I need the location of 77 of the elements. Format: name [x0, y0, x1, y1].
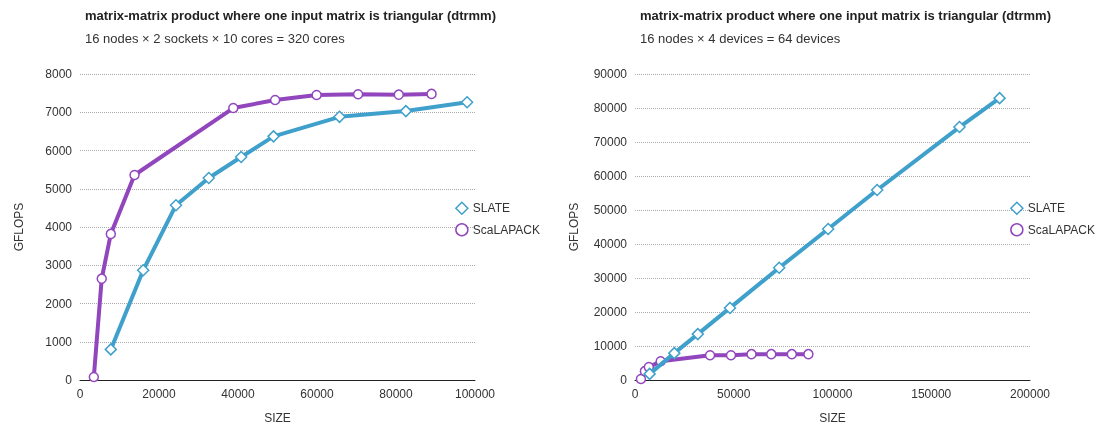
- point: [234, 150, 248, 164]
- point: [228, 102, 239, 114]
- y-tick-label: 1000: [45, 334, 73, 349]
- x-tick-label: 150000: [911, 387, 952, 401]
- y-tick-label: 6000: [45, 143, 73, 158]
- chart-title: matrix-matrix product where one input matrix is triangular (dtrmm): [85, 8, 497, 23]
- legend-label: ScaLAPACK: [1027, 222, 1096, 237]
- x-tick-label: 200000: [1009, 387, 1051, 401]
- point: [105, 228, 117, 240]
- point: [723, 301, 737, 315]
- y-tick-label: 60000: [593, 169, 628, 183]
- point: [725, 349, 737, 361]
- y-tick-label: 20000: [593, 305, 628, 319]
- point: [643, 367, 656, 381]
- y-axis-title: GFLOPS: [567, 202, 581, 252]
- point: [668, 346, 681, 360]
- y-tick-label: 10000: [593, 339, 628, 353]
- y-axis-title: GFLOPS: [12, 202, 26, 252]
- point: [746, 348, 757, 360]
- point: [311, 89, 322, 101]
- point: [88, 371, 100, 383]
- legend-label: SLATE: [1027, 201, 1065, 216]
- point: [803, 348, 814, 360]
- y-tick-label: 3000: [45, 258, 73, 273]
- point: [691, 327, 705, 341]
- y-tick-label: 7000: [45, 105, 73, 120]
- y-tick-label: 70000: [593, 135, 628, 149]
- legend-label: SLATE: [472, 201, 510, 216]
- x-tick-label: 60000: [300, 387, 335, 401]
- point: [393, 89, 405, 100]
- chart-subtitle: 16 nodes × 2 sockets × 10 cores = 320 cores: [85, 31, 346, 46]
- y-tick-label: 8000: [45, 67, 73, 81]
- chart-subtitle: 16 nodes × 4 devices = 64 devices: [640, 31, 841, 46]
- x-tick-label: 40000: [221, 387, 256, 401]
- point: [993, 91, 1006, 105]
- x-tick-label: 20000: [142, 387, 177, 401]
- point: [635, 373, 647, 385]
- point: [953, 120, 966, 134]
- point: [766, 348, 777, 360]
- x-axis-title: SIZE: [819, 411, 846, 425]
- point: [426, 88, 437, 100]
- point: [460, 96, 474, 109]
- x-tick-label: 0: [631, 387, 639, 401]
- chart-title: matrix-matrix product where one input matrix is triangular (dtrmm): [640, 8, 1052, 23]
- point: [269, 94, 281, 106]
- point: [821, 222, 835, 236]
- point: [870, 183, 884, 197]
- x-axis-title: SIZE: [264, 411, 291, 425]
- x-tick-label: 100000: [454, 387, 496, 401]
- point: [333, 110, 346, 124]
- y-tick-label: 5000: [45, 181, 73, 196]
- point: [96, 273, 107, 284]
- x-tick-label: 80000: [379, 387, 414, 401]
- x-tick-label: 0: [76, 387, 84, 401]
- point: [772, 261, 786, 275]
- y-tick-label: 40000: [593, 237, 628, 251]
- y-tick-label: 50000: [593, 203, 628, 217]
- point: [129, 169, 140, 181]
- y-tick-label: 0: [65, 373, 73, 387]
- legend-label: ScaLAPACK: [472, 222, 541, 237]
- point: [136, 263, 150, 277]
- point: [202, 171, 216, 185]
- point: [399, 104, 413, 118]
- point: [786, 348, 798, 360]
- y-tick-label: 90000: [593, 67, 628, 81]
- point: [704, 349, 716, 361]
- y-tick-label: 4000: [45, 220, 73, 234]
- point: [352, 89, 364, 100]
- point: [169, 198, 183, 212]
- y-tick-label: 80000: [593, 101, 628, 115]
- x-tick-label: 100000: [812, 387, 853, 401]
- y-tick-label: 30000: [593, 271, 628, 285]
- y-tick-label: 2000: [45, 296, 73, 311]
- point: [267, 130, 280, 143]
- x-tick-label: 50000: [717, 387, 751, 401]
- y-tick-label: 0: [620, 373, 628, 387]
- point: [104, 343, 118, 356]
